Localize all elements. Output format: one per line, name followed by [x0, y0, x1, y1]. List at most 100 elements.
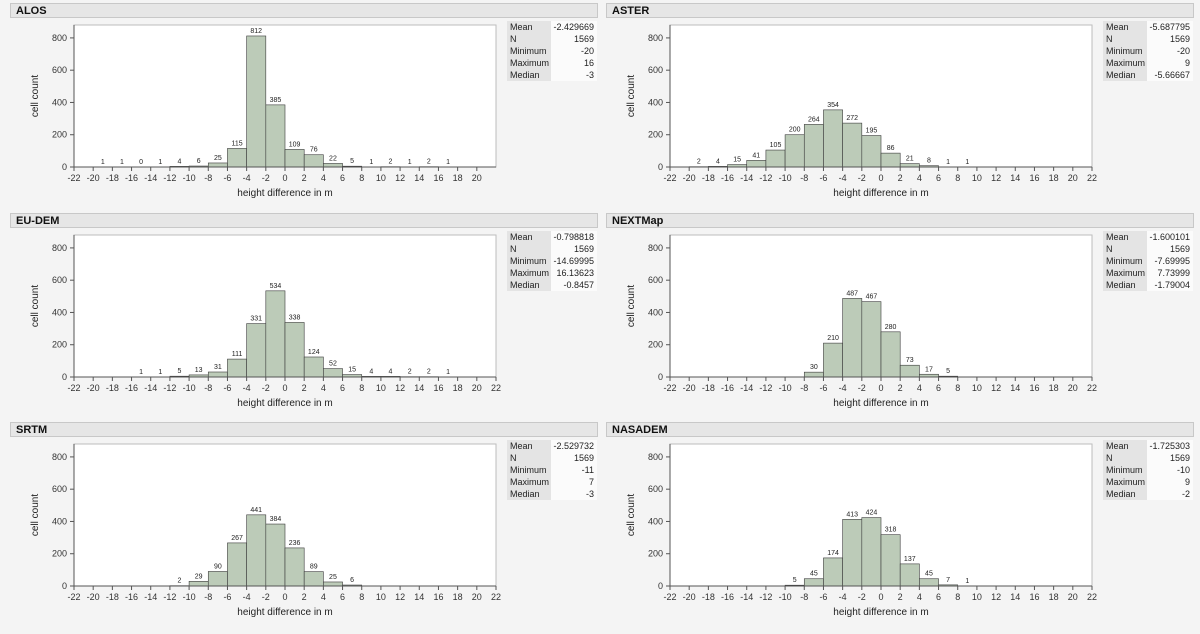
histogram-bar — [803, 124, 824, 168]
x-tick-label: -20 — [87, 173, 100, 183]
y-tick-label: 800 — [52, 33, 67, 43]
x-tick-label: -20 — [87, 592, 100, 602]
stat-value: -3 — [551, 488, 597, 500]
x-tick-label: 14 — [1010, 173, 1020, 183]
bar-value-label: 5 — [178, 368, 182, 375]
histogram-bar — [265, 523, 286, 587]
stat-value: -2.429669 — [551, 21, 597, 33]
x-tick-label: -8 — [800, 383, 808, 393]
x-tick-label: 0 — [282, 592, 287, 602]
panel-title: ASTER — [612, 5, 650, 17]
x-tick-label: 0 — [282, 383, 287, 393]
x-tick-label: 18 — [453, 173, 463, 183]
panel-title-bar[interactable]: SRTM — [10, 422, 598, 437]
y-tick-label: 200 — [52, 549, 67, 559]
x-tick-label: -22 — [67, 383, 80, 393]
bar-value-label: 6 — [197, 158, 201, 165]
y-tick-label: 600 — [648, 275, 663, 285]
stats-row: Minimum -20 — [1103, 45, 1199, 57]
panel-title-bar[interactable]: NASADEM — [606, 422, 1194, 437]
x-tick-label: -2 — [858, 173, 866, 183]
x-axis-label: height difference in m — [237, 188, 332, 199]
histogram-bar — [880, 534, 901, 587]
x-tick-label: -4 — [243, 383, 251, 393]
bar-value-label: 8 — [927, 158, 931, 165]
stats-row: Mean -5.687795 — [1103, 21, 1199, 33]
x-tick-label: 2 — [302, 173, 307, 183]
x-tick-label: 8 — [359, 383, 364, 393]
bar-value-label: 90 — [214, 563, 222, 570]
y-tick-label: 800 — [52, 243, 67, 253]
bar-value-label: 1 — [408, 159, 412, 166]
panel-title-bar[interactable]: EU-DEM — [10, 213, 598, 228]
x-tick-label: 14 — [1010, 383, 1020, 393]
y-axis-label: cell count — [626, 494, 637, 536]
panel-title-bar[interactable]: ASTER — [606, 3, 1194, 18]
histogram-bar — [842, 122, 863, 168]
bar-value-label: 45 — [810, 571, 818, 578]
bar-value-label: 105 — [770, 142, 782, 149]
x-tick-label: 12 — [395, 173, 405, 183]
x-tick-label: -20 — [683, 383, 696, 393]
y-tick-label: 800 — [648, 243, 663, 253]
x-tick-label: -18 — [702, 173, 715, 183]
y-axis-label: cell count — [30, 494, 41, 536]
bar-value-label: 200 — [789, 127, 801, 134]
stat-value: -5.687795 — [1147, 21, 1193, 33]
stats-row: Minimum -10 — [1103, 464, 1199, 476]
stats-row: N 1569 — [507, 33, 603, 45]
x-tick-label: 8 — [955, 592, 960, 602]
stat-label: Maximum — [507, 267, 551, 279]
x-tick-label: -10 — [779, 173, 792, 183]
histogram-bar — [861, 135, 882, 168]
x-tick-label: 22 — [1087, 383, 1097, 393]
bar-value-label: 5 — [350, 158, 354, 165]
bar-value-label: 52 — [329, 361, 337, 368]
x-tick-label: -16 — [125, 383, 138, 393]
panel-title-bar[interactable]: NEXTMap — [606, 213, 1194, 228]
stats-row: Median -5.66667 — [1103, 69, 1199, 81]
stats-row: N 1569 — [1103, 33, 1199, 45]
x-tick-label: 16 — [1029, 173, 1039, 183]
x-tick-label: -2 — [858, 383, 866, 393]
stats-row: N 1569 — [507, 452, 603, 464]
x-tick-label: -4 — [839, 592, 847, 602]
stat-value: 7 — [551, 476, 597, 488]
stat-label: Minimum — [1103, 45, 1147, 57]
bar-value-label: 13 — [195, 367, 203, 374]
panel-nextmap: NEXTMap 0 200 400 600 800 -22 -20 -18 -16 -14 -12-… — [606, 213, 1194, 419]
bar-value-label: 280 — [885, 324, 897, 331]
stats-row: N 1569 — [1103, 243, 1199, 255]
histogram-bar — [899, 364, 920, 378]
stats-row: Median -0.8457 — [507, 279, 603, 291]
stats-row: N 1569 — [507, 243, 603, 255]
x-axis-label: height difference in m — [833, 607, 928, 618]
summary-stats-table: Mean -5.687795 N 1569 Minimum -20 Maximum 9 Medi… — [1103, 21, 1199, 81]
panel-title-bar[interactable]: ALOS — [10, 3, 598, 18]
bar-value-label: 2 — [408, 369, 412, 376]
x-tick-label: 14 — [414, 592, 424, 602]
stat-value: -20 — [1147, 45, 1193, 57]
y-tick-label: 0 — [658, 372, 663, 382]
x-tick-label: 10 — [972, 173, 982, 183]
x-tick-label: 22 — [491, 383, 501, 393]
y-tick-label: 0 — [62, 162, 67, 172]
x-tick-label: -20 — [683, 173, 696, 183]
bar-value-label: 25 — [329, 574, 337, 581]
x-tick-label: -16 — [721, 383, 734, 393]
y-tick-label: 400 — [52, 307, 67, 317]
summary-stats-table: Mean -2.529732 N 1569 Minimum -11 Maximum 7 Medi… — [507, 440, 603, 500]
x-tick-label: -2 — [858, 592, 866, 602]
bar-value-label: 2 — [427, 159, 431, 166]
stats-row: Maximum 16 — [507, 57, 603, 69]
y-tick-label: 800 — [648, 33, 663, 43]
y-tick-label: 0 — [658, 581, 663, 591]
y-tick-label: 200 — [648, 549, 663, 559]
x-tick-label: 4 — [321, 173, 326, 183]
stat-value: -2.529732 — [551, 440, 597, 452]
bar-value-label: 195 — [866, 128, 878, 135]
bar-value-label: 115 — [231, 140, 242, 147]
panel-title: NEXTMap — [612, 215, 664, 227]
histogram-bar — [207, 162, 228, 168]
